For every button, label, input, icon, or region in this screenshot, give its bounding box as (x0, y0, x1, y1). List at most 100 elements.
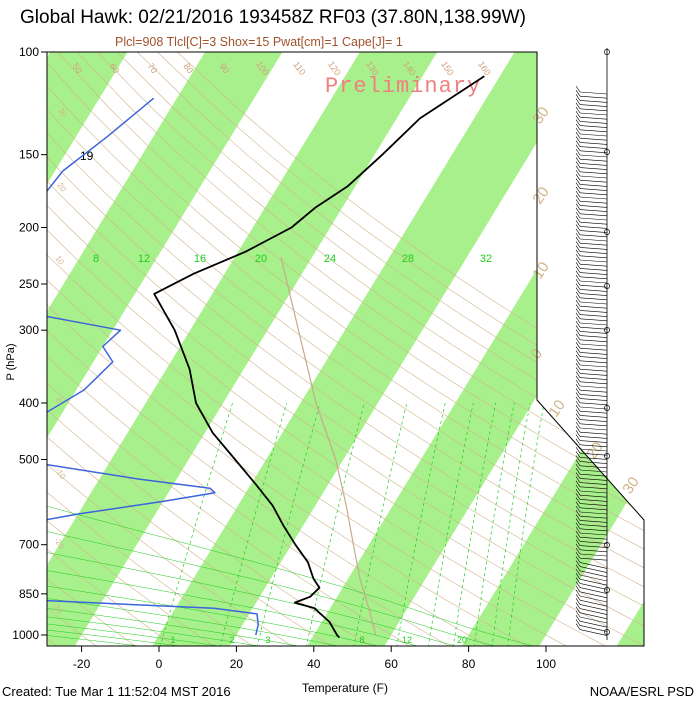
mixing-ratio-label: 16 (194, 253, 206, 265)
wind-barb-flag (575, 270, 581, 277)
credit-label: NOAA/ESRL PSD (589, 684, 694, 699)
mixing-ratio-line (427, 402, 474, 646)
wind-barb-flag (575, 447, 581, 454)
parcel-line (280, 257, 377, 636)
wind-barb-flag (575, 241, 581, 248)
isotherm-band (0, 0, 7, 659)
wind-barb-flag (575, 556, 581, 563)
wind-barb-flag (575, 430, 581, 437)
mixing-ratio-line (452, 402, 496, 646)
wind-barb-flag (575, 396, 581, 403)
wind-barb (579, 499, 608, 502)
wind-barb (579, 343, 608, 347)
wind-barb (579, 566, 608, 573)
wind-barb-flag (575, 274, 581, 282)
wind-barb-flag (575, 178, 581, 185)
wind-barb-flag (575, 615, 581, 622)
wind-barb-flag (575, 493, 581, 500)
wind-barb-flag (575, 140, 581, 147)
wind-barb (579, 427, 608, 431)
wind-barb (579, 557, 608, 561)
wind-barb (579, 263, 608, 267)
wind-barb (579, 616, 608, 624)
wind-barb (579, 163, 608, 166)
x-tick-label: 40 (307, 657, 321, 671)
wind-barb (579, 583, 608, 590)
wind-barb (579, 545, 608, 548)
x-tick-label: 60 (385, 657, 399, 671)
wind-barb (579, 213, 608, 217)
wind-barb (579, 242, 608, 246)
wind-barb-flag (575, 174, 581, 181)
wind-barb (579, 507, 608, 511)
wind-barb-flag (575, 308, 581, 315)
wind-barb-flag (575, 195, 581, 202)
wind-barb-flag (575, 531, 581, 538)
wind-barb-flag (575, 321, 581, 328)
wind-barb-flag (575, 577, 581, 584)
wind-barb (579, 419, 608, 422)
wind-barb (579, 440, 608, 443)
dry-adiabat-line (116, 52, 644, 646)
wind-barb-flag (575, 451, 581, 458)
wind-barb-flag (575, 463, 581, 471)
dewpoint-line (47, 97, 259, 636)
wind-barb (579, 272, 608, 275)
moist-adiabat-label: 0 (53, 396, 63, 405)
mixing-ratio-line (219, 402, 287, 646)
wind-barb (579, 209, 608, 212)
calm-wind-circle (604, 542, 610, 548)
dry-adiabat-line (47, 52, 644, 646)
wind-barb (579, 200, 608, 204)
wind-barb-flag (575, 295, 581, 303)
wind-barb (579, 179, 608, 183)
wind-barb-flag (575, 392, 581, 399)
wind-barb (579, 184, 608, 187)
wind-barb-flag (575, 199, 581, 206)
wind-barb (579, 503, 608, 506)
wind-barb (579, 167, 608, 170)
mixing-ratio-low-label: 2 (229, 635, 234, 645)
wind-barb (579, 192, 608, 196)
isotherm-band (47, 52, 472, 646)
wind-barb-flag (575, 144, 581, 151)
wind-barb (579, 377, 608, 380)
wind-barb-flag (575, 123, 581, 130)
mixing-ratio-line (256, 402, 321, 646)
y-tick-label: 500 (19, 452, 39, 466)
y-tick-label: 100 (19, 45, 39, 59)
wind-barb-flag (575, 98, 581, 105)
wind-barb (579, 625, 608, 632)
wind-barb-flag (575, 279, 581, 286)
isotherm-bands (0, 0, 644, 659)
wind-barb-flag (575, 573, 581, 580)
wind-barb (579, 364, 608, 368)
wind-barb (579, 406, 608, 410)
wind-barb-flag (575, 501, 581, 508)
wind-barb-flag (575, 543, 581, 550)
wind-barb-flag (575, 136, 581, 143)
mixing-ratio-line (159, 402, 233, 646)
wind-barb (579, 331, 608, 334)
wind-barb (579, 541, 608, 544)
y-axis-label: P (hPa) (5, 343, 17, 380)
wind-barb-flag (575, 371, 581, 378)
mixing-ratio-low-label: 3 (265, 635, 270, 645)
wind-barb-flag (575, 342, 581, 349)
mixing-ratio-label: 28 (402, 253, 414, 265)
calm-wind-circle (604, 49, 610, 55)
wind-barb-flag (575, 510, 581, 517)
wind-barb-flag (575, 182, 581, 189)
isotherm-side-label: 30 (619, 474, 642, 497)
wind-barb-flag (575, 409, 581, 416)
dry-adiabat-line (177, 52, 644, 646)
wind-barb-flag (575, 119, 581, 126)
wind-barb-flag (575, 568, 581, 576)
chart-title: Global Hawk: 02/21/2016 193458Z RF03 (37… (20, 7, 526, 28)
calm-wind-circle (604, 149, 610, 155)
isotherm-band (47, 52, 317, 646)
wind-barb-flag (575, 484, 581, 492)
wind-barb (579, 154, 608, 158)
wind-barb (579, 511, 608, 515)
